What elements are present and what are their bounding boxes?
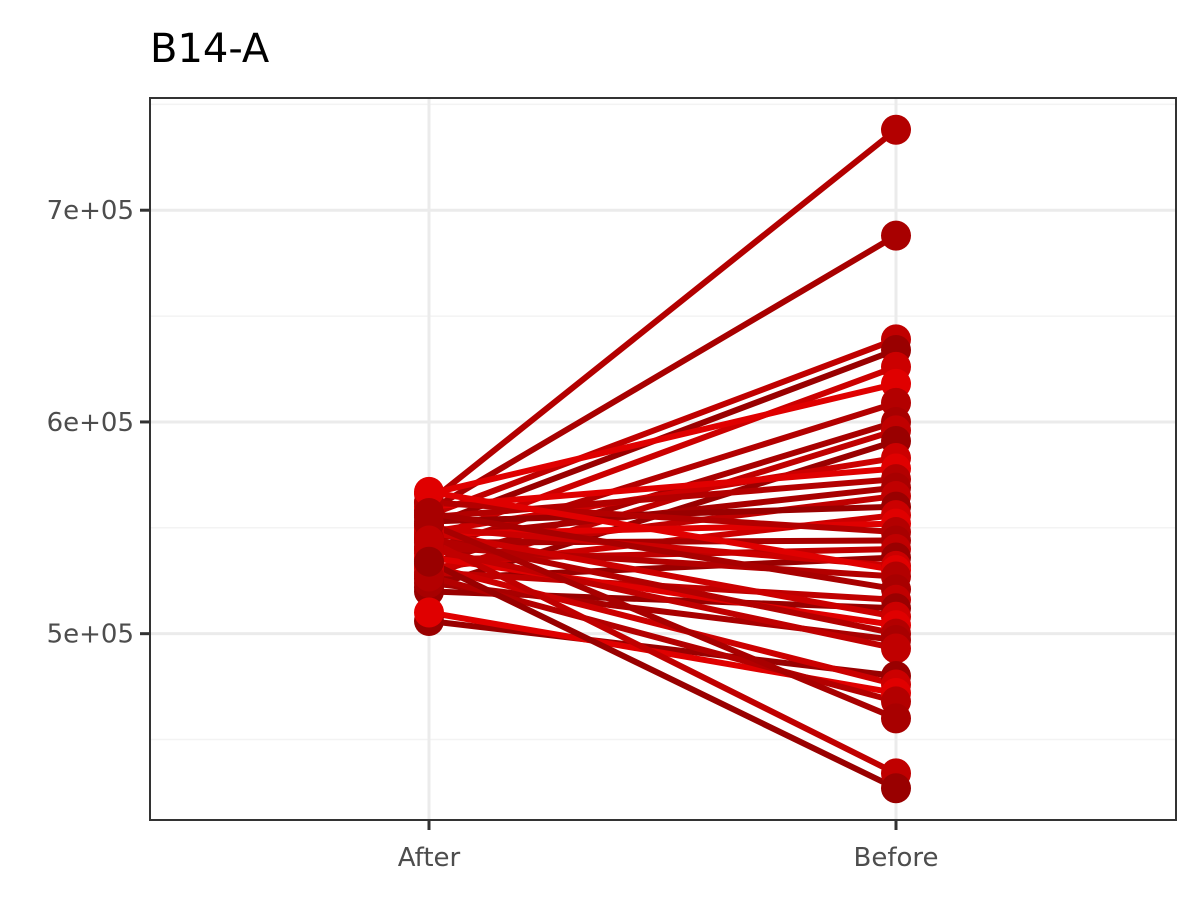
pair-line <box>426 380 899 497</box>
pair-line <box>426 562 899 688</box>
axes: 5e+05 6e+05 7e+05 After Before <box>47 196 939 873</box>
point-after <box>414 525 444 556</box>
point-before <box>881 773 911 804</box>
point-after <box>414 597 444 628</box>
point-after <box>414 476 444 507</box>
pair-line <box>426 509 899 593</box>
pair-line <box>426 558 899 792</box>
y-tick-label: 7e+05 <box>47 196 134 226</box>
panel-border <box>149 97 1177 821</box>
point-before <box>881 220 911 251</box>
pair-line <box>426 336 899 519</box>
pair-line <box>426 126 899 506</box>
x-tick-label: After <box>398 843 461 873</box>
pair-line <box>426 503 899 525</box>
grid <box>150 98 1176 820</box>
pair-line <box>426 488 899 574</box>
x-tick-label: Before <box>853 843 938 873</box>
pair-line <box>426 537 899 777</box>
pair-line <box>426 537 899 546</box>
pair-line <box>426 554 899 629</box>
pair-line <box>426 529 899 620</box>
pair-line <box>426 232 899 514</box>
chart-title: B14-A <box>150 26 270 72</box>
data-lines <box>426 126 899 792</box>
y-tick-label: 6e+05 <box>47 408 134 438</box>
data-points <box>414 114 911 804</box>
point-before <box>881 703 911 734</box>
y-tick-label: 5e+05 <box>47 620 134 650</box>
pair-line <box>426 545 899 652</box>
point-before <box>881 633 911 664</box>
pair-line <box>426 476 899 521</box>
point-before <box>881 114 911 145</box>
point-after <box>414 546 444 577</box>
pair-line <box>426 520 899 722</box>
pair-line <box>426 465 899 510</box>
